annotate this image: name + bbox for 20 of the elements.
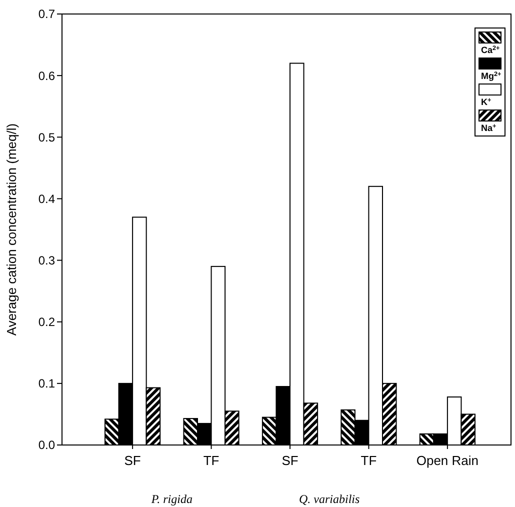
y-tick-label: 0.5 xyxy=(38,130,56,144)
legend-label: Na$^{+}$ xyxy=(481,122,497,133)
y-tick-label: 0.3 xyxy=(38,253,56,268)
y-tick-label: 0.1 xyxy=(38,376,56,391)
x-tick-label: SF xyxy=(124,453,141,468)
y-tick-label: 0.4 xyxy=(38,192,56,206)
x-tick-label: TF xyxy=(360,453,377,468)
y-tick-label: 0.2 xyxy=(38,315,56,330)
x-tick-label: Open Rain xyxy=(416,453,479,468)
legend-label: Mg$^{2+}$ xyxy=(481,70,502,81)
legend-label: Ca$^{2+}$ xyxy=(481,44,500,55)
y-axis-title: Average cation concentration (meq/l) xyxy=(4,123,19,336)
y-tick-label: 0.6 xyxy=(38,68,56,83)
y-tick-label: 0.7 xyxy=(38,7,56,22)
x-tick-label: TF xyxy=(203,453,220,468)
x-tick-label: SF xyxy=(282,453,298,468)
text: Q. variabilis xyxy=(299,492,360,506)
text: P. rigida xyxy=(150,492,192,506)
y-tick-label: 0.0 xyxy=(38,438,56,452)
legend-label: K$^{+}$ xyxy=(481,96,492,107)
